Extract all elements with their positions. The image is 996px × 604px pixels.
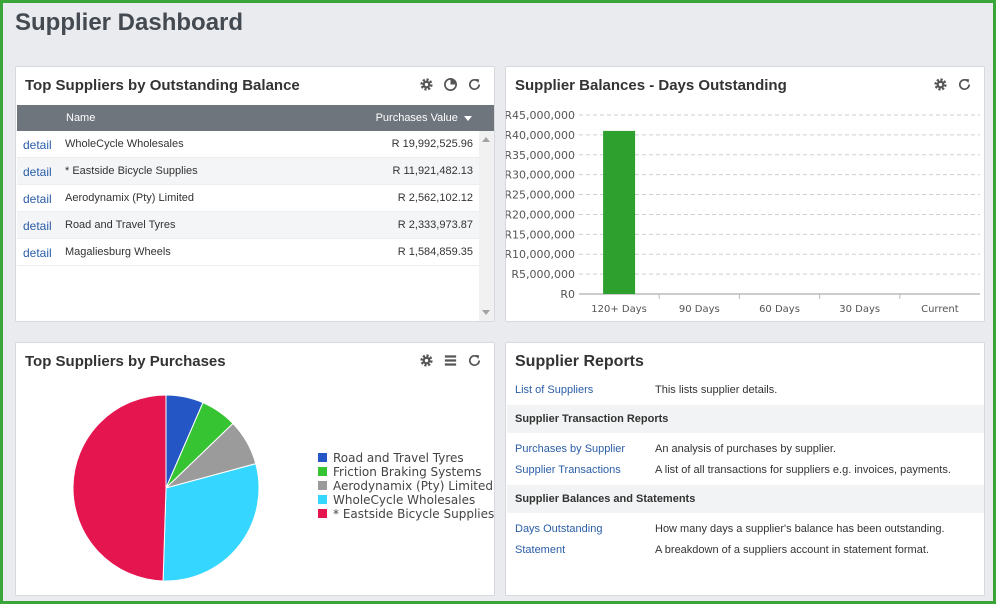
scroll-up-arrow-icon[interactable]	[482, 137, 490, 142]
panel-title: Top Suppliers by Outstanding Balance	[25, 77, 300, 94]
detail-link[interactable]: detail	[23, 219, 52, 233]
report-description: This lists supplier details.	[655, 384, 778, 396]
y-tick-label: R10,000,000	[506, 248, 575, 261]
detail-link[interactable]: detail	[23, 165, 52, 179]
report-description: A list of all transactions for suppliers…	[655, 464, 951, 476]
y-tick-label: R20,000,000	[506, 208, 575, 221]
sort-desc-icon	[464, 115, 472, 121]
pie-slice[interactable]	[72, 394, 167, 582]
panel-tools	[933, 77, 972, 92]
x-tick-label: 60 Days	[759, 304, 800, 315]
supplier-name: Aerodynamix (Pty) Limited	[65, 192, 194, 204]
detail-link[interactable]: detail	[23, 246, 52, 260]
panel-tools	[419, 353, 482, 368]
table-row: detail Magaliesburg Wheels R 1,584,859.3…	[17, 239, 479, 266]
refresh-icon[interactable]	[467, 77, 482, 92]
y-tick-label: R35,000,000	[506, 149, 575, 162]
legend-swatch	[318, 467, 327, 476]
legend-swatch	[318, 509, 327, 518]
report-section-header: Supplier Balances and Statements	[507, 485, 984, 513]
legend-item[interactable]: Aerodynamix (Pty) Limited	[318, 479, 494, 493]
report-link-supplier-transactions[interactable]: Supplier Transactions	[515, 464, 621, 476]
report-description: How many days a supplier's balance has b…	[655, 523, 945, 535]
legend-label: Road and Travel Tyres	[333, 451, 464, 465]
legend-item[interactable]: Road and Travel Tyres	[318, 451, 494, 465]
purchases-value: R 1,584,859.35	[397, 246, 473, 258]
panel-title: Supplier Balances - Days Outstanding	[515, 77, 787, 94]
table-header: Name Purchases Value	[17, 105, 494, 131]
supplier-name: WholeCycle Wholesales	[65, 138, 184, 150]
detail-link[interactable]: detail	[23, 138, 52, 152]
supplier-name: Magaliesburg Wheels	[65, 246, 171, 258]
legend-swatch	[318, 481, 327, 490]
legend-swatch	[318, 453, 327, 462]
pie-chart-icon[interactable]	[443, 77, 458, 92]
purchases-value: R 19,992,525.96	[391, 138, 473, 150]
legend-item[interactable]: Friction Braking Systems	[318, 465, 494, 479]
top-purchases-pie-chart	[72, 394, 260, 582]
column-purchases-value[interactable]: Purchases Value	[376, 112, 472, 124]
y-tick-label: R0	[560, 288, 575, 301]
purchases-value: R 2,333,973.87	[397, 219, 473, 231]
gear-icon[interactable]	[933, 77, 948, 92]
y-tick-label: R45,000,000	[506, 109, 575, 122]
purchases-value: R 11,921,482.13	[392, 165, 473, 177]
panel-title: Supplier Reports	[515, 353, 644, 370]
refresh-icon[interactable]	[467, 353, 482, 368]
legend-item[interactable]: * Eastside Bicycle Supplies	[318, 507, 494, 521]
scroll-down-arrow-icon[interactable]	[482, 310, 490, 315]
outstanding-balance-panel: Top Suppliers by Outstanding Balance Nam…	[15, 66, 495, 322]
x-tick-label: Current	[921, 304, 959, 315]
panel-tools	[419, 77, 482, 92]
y-tick-label: R25,000,000	[506, 189, 575, 202]
column-name[interactable]: Name	[66, 112, 96, 124]
legend-label: * Eastside Bicycle Supplies	[333, 507, 495, 521]
table-row: detail * Eastside Bicycle Supplies R 11,…	[17, 158, 479, 185]
y-tick-label: R40,000,000	[506, 129, 575, 142]
supplier-name: Road and Travel Tyres	[65, 219, 176, 231]
purchases-value: R 2,562,102.12	[397, 192, 473, 204]
panel-title: Top Suppliers by Purchases	[25, 353, 226, 370]
x-tick-label: 90 Days	[679, 304, 720, 315]
days-outstanding-bar-chart: R0 R5,000,000 R10,000,000 R15,000,000 R20,00…	[506, 109, 980, 315]
y-tick-label: R30,000,000	[506, 169, 575, 182]
supplier-name: * Eastside Bicycle Supplies	[65, 165, 198, 177]
report-link-purchases-by-supplier[interactable]: Purchases by Supplier	[515, 443, 626, 455]
detail-link[interactable]: detail	[23, 192, 52, 206]
table-body: detail WholeCycle Wholesales R 19,992,52…	[17, 131, 479, 321]
table-row: detail WholeCycle Wholesales R 19,992,52…	[17, 131, 479, 158]
y-tick-label: R5,000,000	[511, 268, 575, 281]
report-description: A breakdown of a suppliers account in st…	[655, 544, 929, 556]
y-tick-label: R15,000,000	[506, 228, 575, 241]
pie-slice[interactable]	[162, 463, 260, 582]
x-tick-label: 120+ Days	[591, 304, 647, 315]
table-row: detail Aerodynamix (Pty) Limited R 2,562…	[17, 185, 479, 212]
legend-label: Aerodynamix (Pty) Limited	[333, 479, 493, 493]
report-link-statement[interactable]: Statement	[515, 544, 566, 556]
gear-icon[interactable]	[419, 77, 434, 92]
x-tick-label: 30 Days	[839, 304, 880, 315]
report-link-days-outstanding[interactable]: Days Outstanding	[515, 523, 603, 535]
top-purchases-panel: Top Suppliers by Purchases Road and Trav…	[15, 342, 495, 596]
gear-icon[interactable]	[419, 353, 434, 368]
refresh-icon[interactable]	[957, 77, 972, 92]
legend-label: WholeCycle Wholesales	[333, 493, 476, 507]
table-row: detail Road and Travel Tyres R 2,333,973…	[17, 212, 479, 239]
days-outstanding-panel: Supplier Balances - Days Outstanding R0 R…	[505, 66, 985, 322]
legend-swatch	[318, 495, 327, 504]
pie-legend: Road and Travel Tyres Friction Braking Sy…	[318, 451, 494, 521]
report-link-list-of-suppliers[interactable]: List of Suppliers	[515, 384, 594, 396]
legend-label: Friction Braking Systems	[333, 465, 482, 479]
report-description: An analysis of purchases by supplier.	[655, 443, 836, 455]
bar[interactable]	[603, 130, 636, 294]
table-scrollbar[interactable]	[479, 131, 494, 321]
legend-item[interactable]: WholeCycle Wholesales	[318, 493, 494, 507]
list-icon[interactable]	[443, 353, 458, 368]
page-title: Supplier Dashboard	[15, 9, 244, 36]
report-section-header: Supplier Transaction Reports	[507, 405, 984, 433]
supplier-reports-panel: Supplier Reports List of Suppliers This …	[505, 342, 985, 596]
